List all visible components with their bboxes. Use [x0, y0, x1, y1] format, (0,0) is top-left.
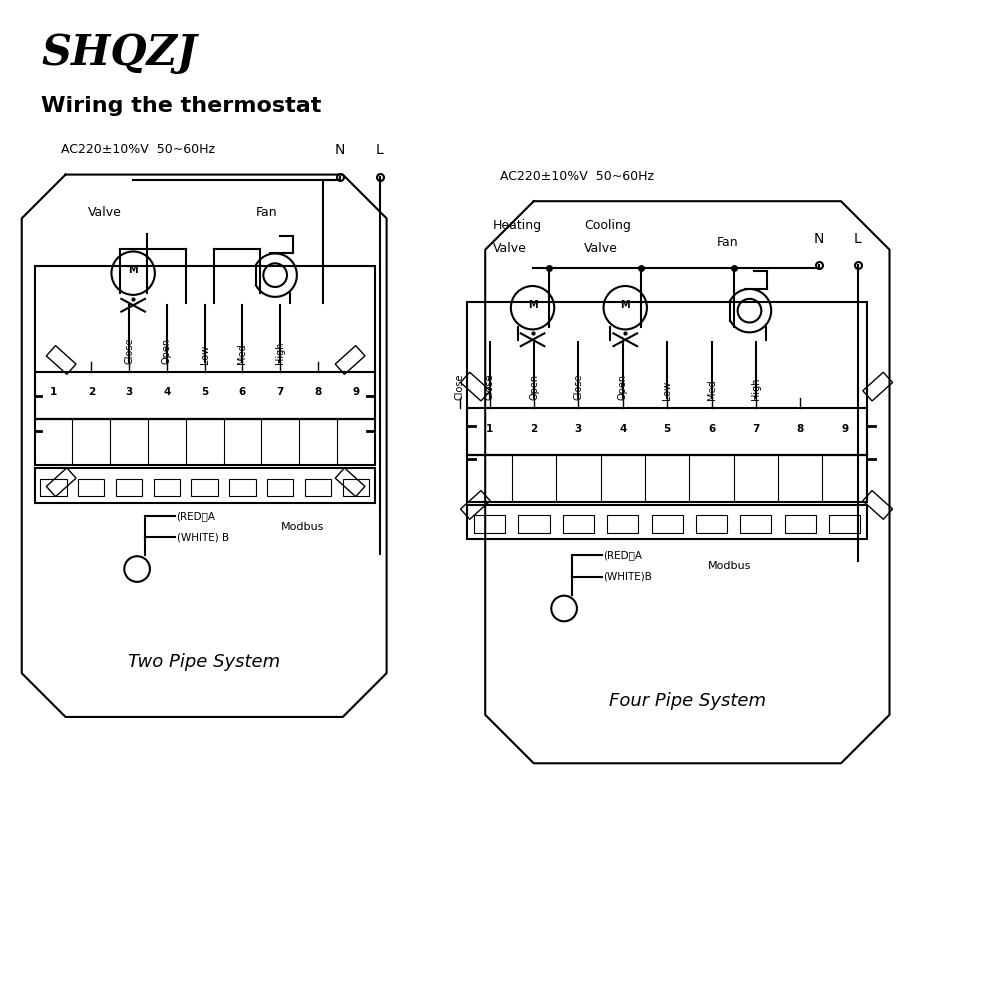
Bar — [343, 479, 369, 496]
Text: M: M — [128, 265, 138, 275]
Text: Four Pipe System: Four Pipe System — [609, 692, 766, 710]
Text: 3: 3 — [575, 424, 582, 434]
Text: 5: 5 — [664, 424, 671, 434]
Text: Med: Med — [237, 343, 247, 364]
Bar — [467, 505, 867, 539]
Bar — [740, 515, 771, 533]
Text: Med: Med — [707, 380, 717, 400]
Text: M: M — [620, 300, 630, 310]
Bar — [563, 515, 594, 533]
Bar — [229, 479, 256, 496]
Text: Low: Low — [200, 345, 210, 364]
Text: Open: Open — [618, 374, 628, 400]
Text: 4: 4 — [163, 387, 171, 397]
Text: Valve: Valve — [493, 242, 527, 255]
Text: AC220±10%V  50~60Hz: AC220±10%V 50~60Hz — [500, 170, 654, 183]
Text: Modbus: Modbus — [281, 522, 324, 532]
Text: 9: 9 — [841, 424, 848, 434]
Bar — [35, 468, 375, 503]
Bar — [785, 515, 816, 533]
Text: Wiring the thermostat: Wiring the thermostat — [41, 96, 322, 116]
Bar — [652, 515, 683, 533]
Text: Close: Close — [485, 374, 495, 400]
Text: Fan: Fan — [717, 236, 739, 249]
Text: 2: 2 — [530, 424, 538, 434]
Text: 6: 6 — [708, 424, 715, 434]
Text: 3: 3 — [125, 387, 133, 397]
Text: 7: 7 — [277, 387, 284, 397]
Bar — [474, 515, 505, 533]
Text: Heating: Heating — [493, 219, 542, 232]
Text: High: High — [275, 341, 285, 364]
Text: Open: Open — [162, 338, 172, 364]
Bar — [78, 479, 104, 496]
Text: 5: 5 — [201, 387, 208, 397]
Text: N: N — [813, 232, 824, 246]
Text: 9: 9 — [352, 387, 359, 397]
Bar — [35, 266, 375, 419]
Text: 6: 6 — [239, 387, 246, 397]
Text: Close: Close — [573, 374, 583, 400]
Text: 4: 4 — [619, 424, 626, 434]
Bar — [607, 515, 638, 533]
Text: 7: 7 — [752, 424, 760, 434]
Text: Two Pipe System: Two Pipe System — [128, 653, 280, 671]
Text: M: M — [528, 300, 537, 310]
Text: N: N — [335, 143, 345, 157]
Text: 2: 2 — [88, 387, 95, 397]
Text: Cooling: Cooling — [584, 219, 631, 232]
Text: (WHITE) B: (WHITE) B — [177, 532, 229, 542]
Text: L: L — [854, 232, 862, 246]
Bar — [40, 479, 67, 496]
Text: 8: 8 — [314, 387, 322, 397]
Text: Fan: Fan — [255, 206, 277, 219]
Text: Valve: Valve — [584, 242, 618, 255]
Bar — [518, 515, 550, 533]
Text: 1: 1 — [486, 424, 493, 434]
Bar — [35, 419, 375, 465]
Bar — [191, 479, 218, 496]
Text: (WHITE)B: (WHITE)B — [604, 572, 652, 582]
Bar — [116, 479, 142, 496]
Bar — [467, 408, 867, 455]
Bar — [467, 455, 867, 502]
Text: AC220±10%V  50~60Hz: AC220±10%V 50~60Hz — [61, 143, 215, 156]
Bar — [829, 515, 860, 533]
Text: 1: 1 — [50, 387, 57, 397]
Text: High: High — [751, 378, 761, 400]
Bar — [154, 479, 180, 496]
Bar — [267, 479, 293, 496]
Text: Valve: Valve — [88, 206, 122, 219]
Text: Close: Close — [124, 337, 134, 364]
Text: Open: Open — [529, 374, 539, 400]
Text: (RED）A: (RED）A — [177, 511, 216, 521]
Text: Modbus: Modbus — [708, 561, 751, 571]
Bar — [696, 515, 727, 533]
Bar — [305, 479, 331, 496]
Text: Close: Close — [455, 374, 465, 400]
Text: (RED）A: (RED）A — [604, 550, 643, 560]
Text: L: L — [376, 143, 384, 157]
Text: Low: Low — [662, 381, 672, 400]
Text: 8: 8 — [797, 424, 804, 434]
Bar — [35, 372, 375, 419]
Text: SHQZJ: SHQZJ — [41, 32, 197, 74]
Bar — [467, 302, 867, 455]
